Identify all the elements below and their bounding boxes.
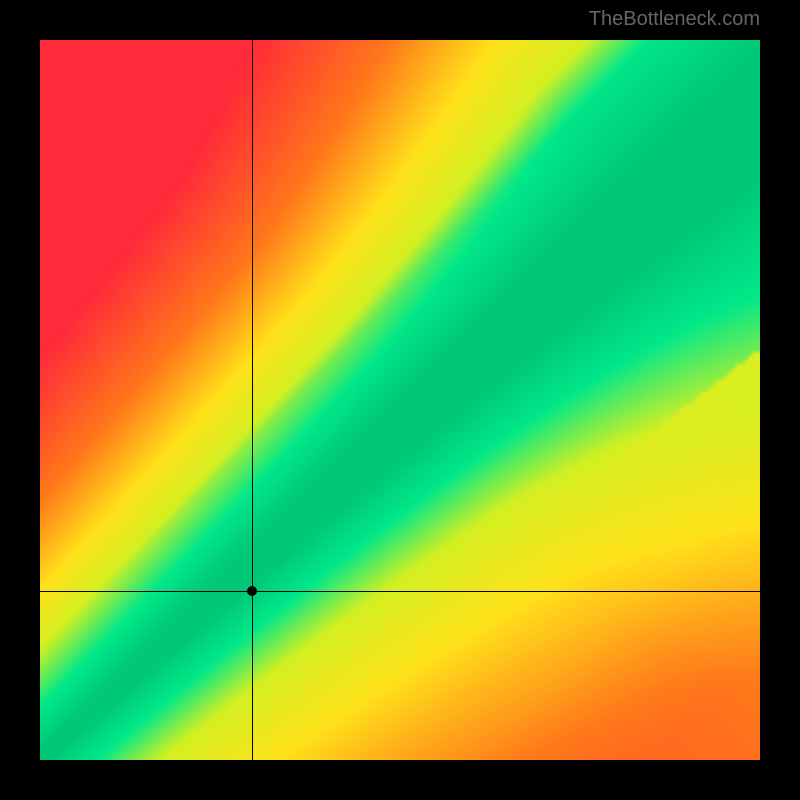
watermark-text: TheBottleneck.com xyxy=(589,8,760,31)
crosshair-vertical xyxy=(252,40,253,760)
crosshair-horizontal xyxy=(40,591,760,592)
operating-point-marker xyxy=(247,586,257,596)
bottleneck-heatmap-frame xyxy=(40,40,760,760)
bottleneck-heatmap-canvas xyxy=(40,40,760,760)
